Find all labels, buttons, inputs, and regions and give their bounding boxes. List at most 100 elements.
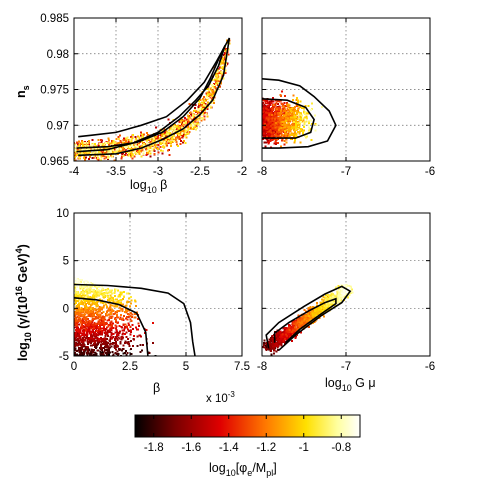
scatter-point <box>128 345 131 348</box>
scatter-point <box>92 351 95 354</box>
scatter-point <box>307 104 310 107</box>
scatter-point <box>78 313 81 316</box>
scatter-point <box>283 118 286 121</box>
scatter-point <box>106 332 109 335</box>
scatter-point <box>263 339 266 342</box>
scatter-point <box>147 150 150 153</box>
scatter-point <box>104 141 107 144</box>
scatter-point <box>295 121 298 124</box>
scatter-point <box>287 105 290 108</box>
scatter-point <box>97 304 100 307</box>
scatter-point <box>93 288 96 291</box>
scatter-point <box>76 153 79 156</box>
scatter-point <box>86 345 89 348</box>
scatter-point <box>173 124 176 127</box>
scatter-point <box>91 317 94 320</box>
scatter-point <box>100 341 103 344</box>
scatter-point <box>102 318 105 321</box>
scatter-point <box>181 123 184 126</box>
scatter-point <box>74 311 77 314</box>
scatter-point <box>290 125 293 128</box>
scatter-point <box>203 118 206 121</box>
scatter-point <box>262 99 265 102</box>
scatter-point <box>103 157 106 160</box>
scatter-point <box>119 298 122 301</box>
scatter-point <box>190 125 193 128</box>
scatter-point <box>83 348 86 351</box>
scatter-point <box>282 327 285 330</box>
scatter-point <box>123 327 126 330</box>
scatter-point <box>262 119 264 122</box>
scatter-point <box>107 313 110 316</box>
scatter-point <box>273 138 276 141</box>
scatter-point <box>74 332 77 335</box>
scatter-point <box>92 291 95 294</box>
scatter-point <box>110 321 113 324</box>
scatter-point <box>107 309 110 312</box>
scatter-point <box>88 153 91 156</box>
scatter-point <box>265 105 268 108</box>
scatter-point <box>137 144 140 147</box>
scatter-point <box>269 124 272 127</box>
scatter-point <box>88 288 91 291</box>
scatter-point <box>309 119 312 122</box>
scatter-point <box>208 90 211 93</box>
scatter-point <box>77 299 80 302</box>
scatter-point <box>115 330 118 333</box>
scatter-point <box>90 143 93 146</box>
scatter-point <box>295 334 298 337</box>
scatter-point <box>111 308 114 311</box>
scatter-point <box>104 329 107 332</box>
scatter-point <box>285 127 288 130</box>
scatter-point <box>286 103 289 106</box>
scatter-point <box>125 325 128 328</box>
scatter-point <box>138 149 141 152</box>
scatter-point <box>303 123 306 126</box>
scatter-point <box>290 331 293 334</box>
scatter-point <box>97 138 100 141</box>
scatter-point <box>310 123 313 126</box>
scatter-point <box>155 147 158 150</box>
scatter-point <box>123 153 126 156</box>
scatter-point <box>79 352 82 355</box>
scatter-point <box>276 129 279 132</box>
scatter-point <box>114 351 117 354</box>
scatter-point <box>84 158 87 161</box>
scatter-point <box>122 141 125 144</box>
scatter-point <box>88 314 91 317</box>
scatter-point <box>82 286 85 289</box>
scatter-point <box>114 294 117 297</box>
scatter-point <box>172 129 175 132</box>
scatter-point <box>116 337 119 340</box>
scatter-point <box>114 290 117 293</box>
scatter-point <box>129 325 132 328</box>
scatter-point <box>83 351 86 354</box>
scatter-point <box>292 124 295 127</box>
scatter-point <box>304 112 307 115</box>
scatter-point <box>266 112 269 115</box>
scatter-point <box>101 346 104 349</box>
scatter-point <box>136 135 139 138</box>
scatter-point <box>188 114 191 117</box>
scatter-point <box>179 134 182 137</box>
scatter-point <box>181 119 184 122</box>
scatter-point <box>141 149 144 152</box>
scatter-point <box>278 336 281 339</box>
scatter-point <box>181 141 184 144</box>
scatter-point <box>296 99 299 102</box>
scatter-point <box>185 127 188 130</box>
x-tick-label: -4 <box>69 166 80 178</box>
scatter-point <box>92 339 95 342</box>
scatter-point <box>81 139 84 142</box>
scatter-point <box>123 291 126 294</box>
scatter-point <box>195 111 198 114</box>
scatter-point <box>291 329 294 332</box>
scatter-point <box>109 149 112 152</box>
scatter-point <box>283 342 286 345</box>
scatter-point <box>279 106 282 109</box>
scatter-point <box>279 343 282 346</box>
scatter-point <box>99 351 102 354</box>
scatter-point <box>84 337 87 340</box>
scatter-point <box>97 349 100 352</box>
scatter-point <box>118 317 121 320</box>
